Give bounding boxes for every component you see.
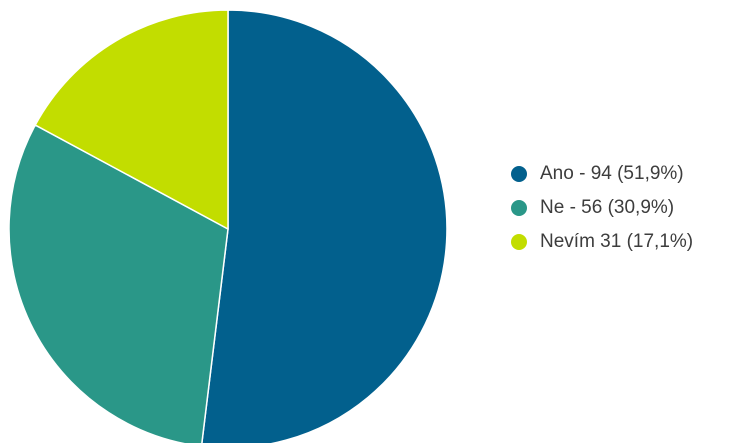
- legend-swatch-icon: [511, 234, 527, 250]
- legend-label: Nevím 31 (17,1%): [540, 231, 694, 252]
- legend-item: Nevím 31 (17,1%): [511, 227, 693, 257]
- legend-swatch-icon: [511, 200, 527, 216]
- pie-chart-svg: [8, 9, 448, 443]
- pie-slice-ne: [8, 124, 229, 443]
- legend-item: Ne - 56 (30,9%): [511, 193, 693, 223]
- legend-label: Ne - 56 (30,9%): [540, 197, 675, 218]
- chart-legend: Ano - 94 (51,9%) Ne - 56 (30,9%) Nevím 31 …: [511, 159, 693, 261]
- pie-slice-ano: [201, 9, 448, 443]
- legend-label: Ano - 94 (51,9%): [540, 163, 684, 184]
- legend-swatch-icon: [511, 166, 527, 182]
- pie-slice-nev-m: [34, 9, 229, 230]
- legend-item: Ano - 94 (51,9%): [511, 159, 693, 189]
